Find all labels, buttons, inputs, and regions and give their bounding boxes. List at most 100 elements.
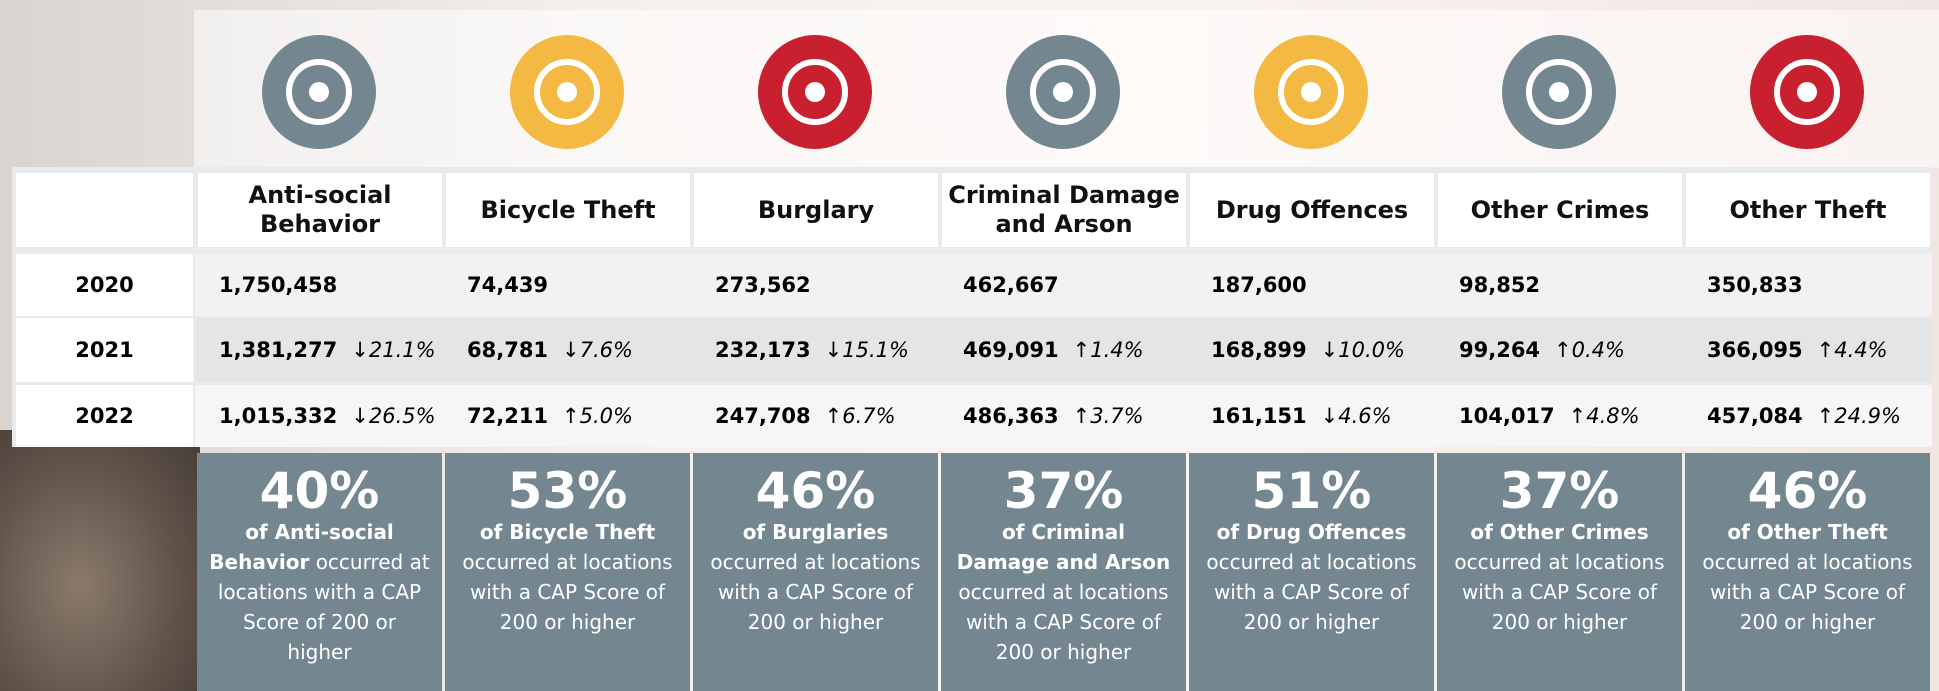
- table-cell: 68,781 ↓7.6%: [443, 318, 691, 382]
- percent: 37%: [1499, 462, 1620, 520]
- summary-cell: 37% of Criminal Damage and Arson occurred…: [941, 453, 1186, 691]
- count: 187,600: [1211, 273, 1307, 297]
- corner-cell: [16, 173, 193, 247]
- percent: 51%: [1251, 462, 1372, 520]
- summary-text: occurred at locations with a CAP Score o…: [217, 550, 430, 664]
- count: 366,095: [1707, 338, 1803, 362]
- table-cell: 161,151 ↓4.6%: [1187, 385, 1435, 447]
- table-cell: 486,363 ↑3.7%: [939, 385, 1187, 447]
- column-header: Other Crimes: [1438, 173, 1682, 247]
- table-cell: 1,750,458: [195, 254, 443, 316]
- category-icon: [1502, 35, 1616, 149]
- percent: 40%: [259, 462, 380, 520]
- count: 1,750,458: [219, 273, 338, 297]
- column-header: Other Theft: [1686, 173, 1930, 247]
- column-header: Burglary: [694, 173, 938, 247]
- category-icon: [262, 35, 376, 149]
- percent: 46%: [1747, 462, 1868, 520]
- summary-bold: of Bicycle Theft: [479, 520, 656, 544]
- change: ↑4.4%: [1816, 338, 1888, 362]
- background-image: [0, 430, 200, 691]
- summary-cell: 53% of Bicycle Theft occurred at location…: [445, 453, 690, 691]
- count: 1,015,332: [219, 404, 338, 428]
- count: 104,017: [1459, 404, 1555, 428]
- count: 457,084: [1707, 404, 1803, 428]
- summary-bold: of Other Crimes: [1470, 520, 1649, 544]
- year-label: 2021: [16, 318, 193, 382]
- change: ↑5.0%: [562, 404, 633, 428]
- summary-text: occurred at locations with a CAP Score o…: [1454, 550, 1665, 634]
- count: 247,708: [715, 404, 811, 428]
- year-label: 2022: [16, 385, 193, 447]
- column-header: Bicycle Theft: [446, 173, 690, 247]
- column-header: Drug Offences: [1190, 173, 1434, 247]
- change: ↑24.9%: [1816, 404, 1901, 428]
- summary-text: occurred at locations with a CAP Score o…: [1206, 550, 1417, 634]
- row-background: [195, 385, 1932, 447]
- table-cell: 457,084 ↑24.9%: [1683, 385, 1931, 447]
- category-icon: [510, 35, 624, 149]
- summary-cell: 51% of Drug Offences occurred at location…: [1189, 453, 1434, 691]
- summary-text: occurred at locations with a CAP Score o…: [958, 580, 1169, 664]
- count: 99,264: [1459, 338, 1541, 362]
- percent: 46%: [755, 462, 876, 520]
- percent: 53%: [507, 462, 628, 520]
- count: 1,381,277: [219, 338, 338, 362]
- summary-bold: of Criminal Damage and Arson: [956, 520, 1171, 574]
- row-background: [195, 318, 1932, 382]
- summary-cell: 40% of Anti-social Behavior occurred at l…: [197, 453, 442, 691]
- count: 74,439: [467, 273, 549, 297]
- count: 462,667: [963, 273, 1059, 297]
- category-icon: [1254, 35, 1368, 149]
- change: ↓4.6%: [1320, 404, 1392, 428]
- count: 72,211: [467, 404, 549, 428]
- table-cell: 187,600: [1187, 254, 1435, 316]
- table-cell: 98,852: [1435, 254, 1683, 316]
- table-cell: 366,095 ↑4.4%: [1683, 318, 1931, 382]
- change: ↓10.0%: [1320, 338, 1405, 362]
- change: ↓21.1%: [351, 338, 436, 362]
- count: 232,173: [715, 338, 811, 362]
- table-cell: 232,173 ↓15.1%: [691, 318, 939, 382]
- table-cell: 168,899 ↓10.0%: [1187, 318, 1435, 382]
- table-cell: 1,381,277 ↓21.1%: [195, 318, 443, 382]
- count: 98,852: [1459, 273, 1541, 297]
- row-background: [195, 254, 1932, 316]
- summary-bold: of Burglaries: [742, 520, 889, 544]
- category-icon: [1006, 35, 1120, 149]
- column-header: Anti-social Behavior: [198, 173, 442, 247]
- percent: 37%: [1003, 462, 1124, 520]
- table-cell: 273,562: [691, 254, 939, 316]
- count: 486,363: [963, 404, 1059, 428]
- summary-cell: 46% of Burglaries occurred at locations w…: [693, 453, 938, 691]
- summary-bold: of Anti-social Behavior: [209, 520, 394, 574]
- table-cell: 74,439: [443, 254, 691, 316]
- table-cell: 104,017 ↑4.8%: [1435, 385, 1683, 447]
- category-icon: [1750, 35, 1864, 149]
- year-label: 2020: [16, 254, 193, 316]
- table-cell: 72,211 ↑5.0%: [443, 385, 691, 447]
- change: ↓15.1%: [824, 338, 909, 362]
- count: 168,899: [1211, 338, 1307, 362]
- change: ↑0.4%: [1554, 338, 1625, 362]
- summary-cell: 46% of Other Theft occurred at locations …: [1685, 453, 1930, 691]
- summary-text: occurred at locations with a CAP Score o…: [710, 550, 921, 634]
- table-cell: 469,091 ↑1.4%: [939, 318, 1187, 382]
- count: 161,151: [1211, 404, 1307, 428]
- summary-cell: 37% of Other Crimes occurred at locations…: [1437, 453, 1682, 691]
- category-icon: [758, 35, 872, 149]
- table-cell: 462,667: [939, 254, 1187, 316]
- change: ↑1.4%: [1072, 338, 1144, 362]
- summary-text: occurred at locations with a CAP Score o…: [1702, 550, 1913, 634]
- count: 350,833: [1707, 273, 1803, 297]
- change: ↑4.8%: [1568, 404, 1640, 428]
- summary-bold: of Drug Offences: [1216, 520, 1407, 544]
- summary-text: occurred at locations with a CAP Score o…: [462, 550, 673, 634]
- table-cell: 350,833: [1683, 254, 1931, 316]
- table-cell: 99,264 ↑0.4%: [1435, 318, 1683, 382]
- count: 469,091: [963, 338, 1059, 362]
- count: 273,562: [715, 273, 811, 297]
- count: 68,781: [467, 338, 549, 362]
- change: ↑3.7%: [1072, 404, 1144, 428]
